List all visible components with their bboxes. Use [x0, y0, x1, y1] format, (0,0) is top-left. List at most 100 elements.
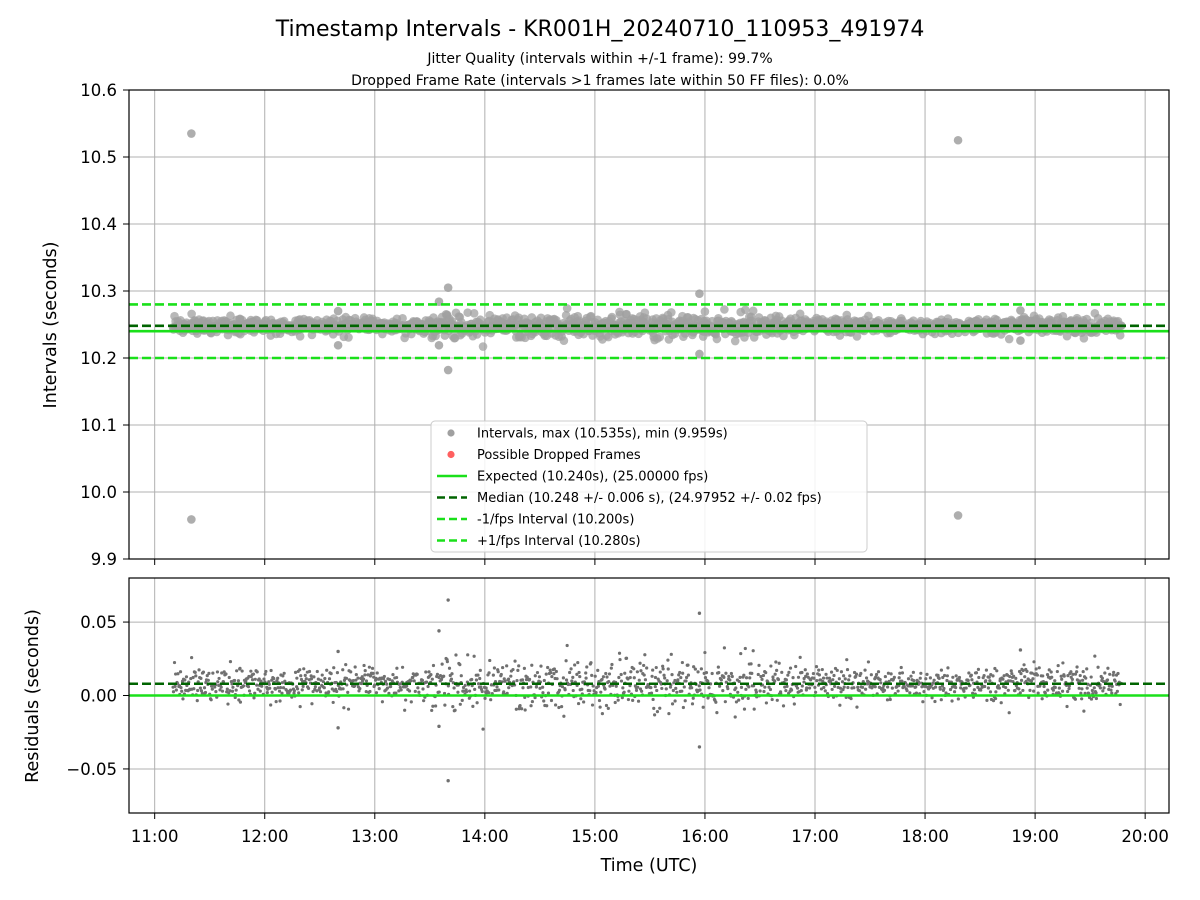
residual-point	[557, 688, 562, 692]
residual-point	[898, 671, 902, 675]
residual-point	[360, 681, 364, 686]
residual-point	[549, 671, 553, 675]
interval-point	[226, 311, 235, 321]
residual-point	[409, 700, 413, 704]
interval-point	[478, 342, 488, 351]
residual-point	[623, 671, 627, 675]
residual-point	[541, 691, 545, 695]
interval-point	[852, 332, 862, 341]
residual-point	[652, 706, 656, 710]
residual-point	[882, 688, 887, 692]
residual-point	[670, 702, 675, 706]
residual-point	[993, 696, 998, 701]
residual-point	[1075, 665, 1079, 669]
residual-point	[999, 701, 1003, 705]
residual-point	[219, 685, 223, 689]
x-tick-label: 12:00	[241, 827, 289, 846]
residual-point	[474, 678, 479, 682]
residual-point	[258, 689, 262, 693]
residual-point	[672, 681, 676, 685]
residual-point	[655, 709, 660, 714]
residual-point	[921, 700, 925, 704]
residual-point	[598, 705, 602, 709]
interval-point	[1115, 331, 1125, 340]
residual-point	[292, 689, 296, 693]
residual-point	[736, 690, 740, 694]
residual-point	[592, 689, 596, 693]
residual-point	[986, 686, 990, 690]
residual-point	[1031, 677, 1035, 681]
residual-point	[661, 667, 665, 671]
residual-point	[855, 705, 859, 709]
residual-point	[890, 686, 894, 690]
residual-point	[329, 672, 333, 676]
residual-point	[928, 676, 933, 680]
residual-point	[610, 662, 614, 667]
residual-point	[1008, 674, 1012, 679]
residual-point	[335, 689, 339, 694]
residual-point	[984, 679, 988, 683]
legend-label: Intervals, max (10.535s), min (9.959s)	[477, 427, 728, 442]
residual-point	[840, 680, 845, 684]
residual-point	[734, 700, 739, 704]
residual-point	[496, 670, 500, 674]
residual-point	[640, 689, 644, 693]
residual-point	[663, 676, 667, 680]
residual-point	[680, 689, 684, 693]
y-tick-label: 0.05	[80, 613, 117, 632]
residual-point	[1025, 669, 1029, 673]
residual-point	[522, 666, 526, 670]
residual-point	[453, 708, 457, 712]
residual-point	[181, 697, 185, 701]
residual-point	[544, 672, 548, 676]
residual-point	[827, 676, 832, 680]
residual-point	[869, 673, 873, 677]
residual-point	[914, 691, 919, 695]
residual-point	[250, 678, 255, 682]
interval-outlier-point	[953, 135, 963, 145]
residual-point	[813, 685, 817, 690]
residual-point	[817, 668, 821, 672]
residual-point	[838, 686, 843, 690]
residual-point	[529, 685, 533, 689]
residual-point	[748, 676, 752, 680]
residual-point	[255, 683, 259, 687]
residual-point	[737, 698, 741, 702]
residual-point	[236, 679, 241, 683]
residual-point	[205, 673, 209, 678]
residual-point	[739, 685, 744, 689]
residual-point	[325, 668, 329, 672]
residual-point	[649, 686, 653, 690]
residual-point	[484, 686, 488, 690]
residual-point	[764, 701, 768, 705]
bottom-y-axis-label: Residuals (seconds)	[23, 609, 43, 783]
residual-point	[179, 686, 183, 690]
residual-point	[530, 699, 535, 704]
residual-point	[707, 686, 711, 690]
residual-point	[431, 663, 436, 668]
residual-point	[668, 685, 673, 689]
residual-point	[573, 663, 577, 667]
residual-point	[199, 676, 203, 680]
residual-point	[887, 679, 891, 684]
residual-point	[733, 715, 737, 719]
residual-point	[335, 670, 340, 675]
residual-point	[1111, 673, 1115, 677]
residual-point	[839, 670, 844, 674]
residual-point	[642, 663, 646, 668]
residual-point	[207, 671, 211, 675]
interval-outlier-point	[187, 129, 196, 138]
residual-point	[1056, 663, 1060, 668]
residual-point	[959, 686, 963, 690]
residual-point	[764, 671, 768, 675]
residual-point	[545, 704, 549, 708]
residual-point	[805, 672, 809, 676]
residual-point	[726, 687, 730, 691]
x-tick-label: 17:00	[791, 827, 839, 846]
residual-point	[784, 678, 788, 682]
residual-point	[590, 703, 595, 707]
residual-point	[637, 678, 641, 682]
residual-point	[954, 686, 958, 690]
residual-point	[756, 672, 760, 677]
residual-point	[360, 675, 364, 679]
